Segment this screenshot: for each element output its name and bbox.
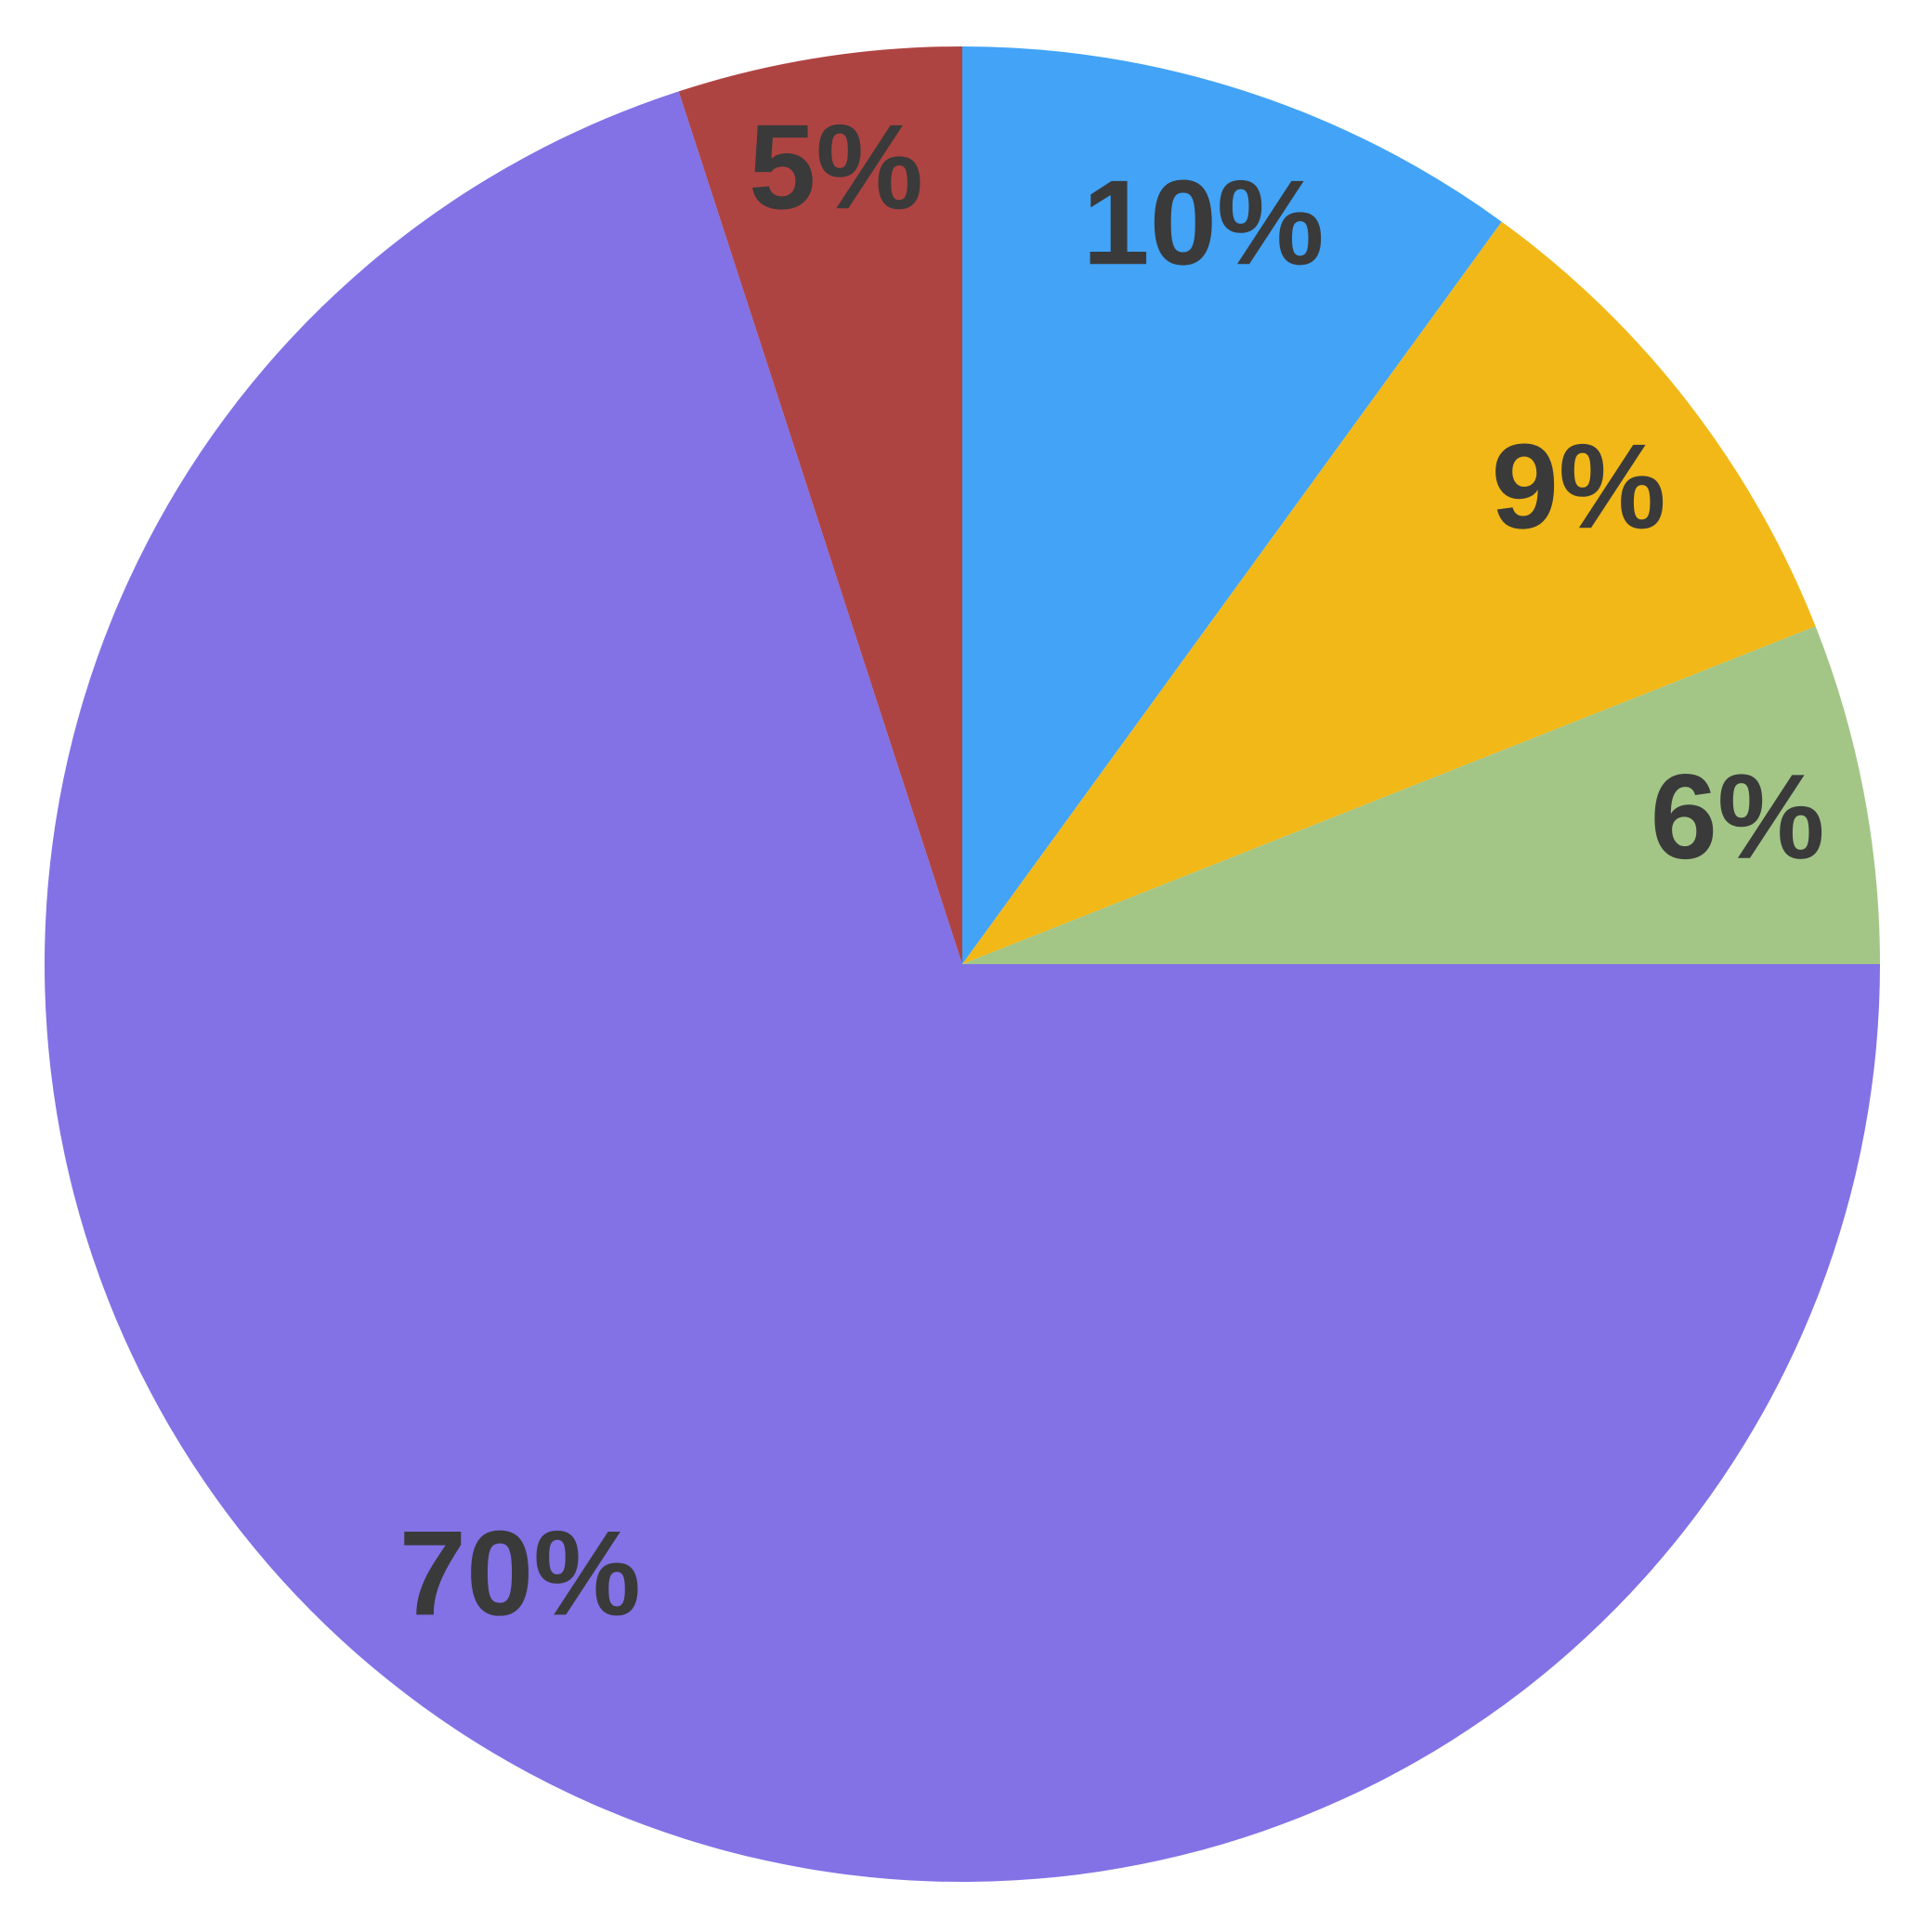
pie-slice-label-purple: 70% [399, 1505, 641, 1640]
pie-slice-label-green: 6% [1651, 749, 1825, 884]
pie-slice-red [678, 46, 962, 964]
pie-slice-green [962, 626, 1880, 964]
pie-slice-blue [962, 46, 1502, 964]
pie-slice-label-yellow: 9% [1492, 418, 1666, 554]
pie-slice-label-blue: 10% [1082, 154, 1324, 290]
pie-slice-purple [45, 91, 1881, 1883]
pie-slice-label-red: 5% [749, 98, 923, 234]
pie-slice-yellow [962, 221, 1816, 964]
